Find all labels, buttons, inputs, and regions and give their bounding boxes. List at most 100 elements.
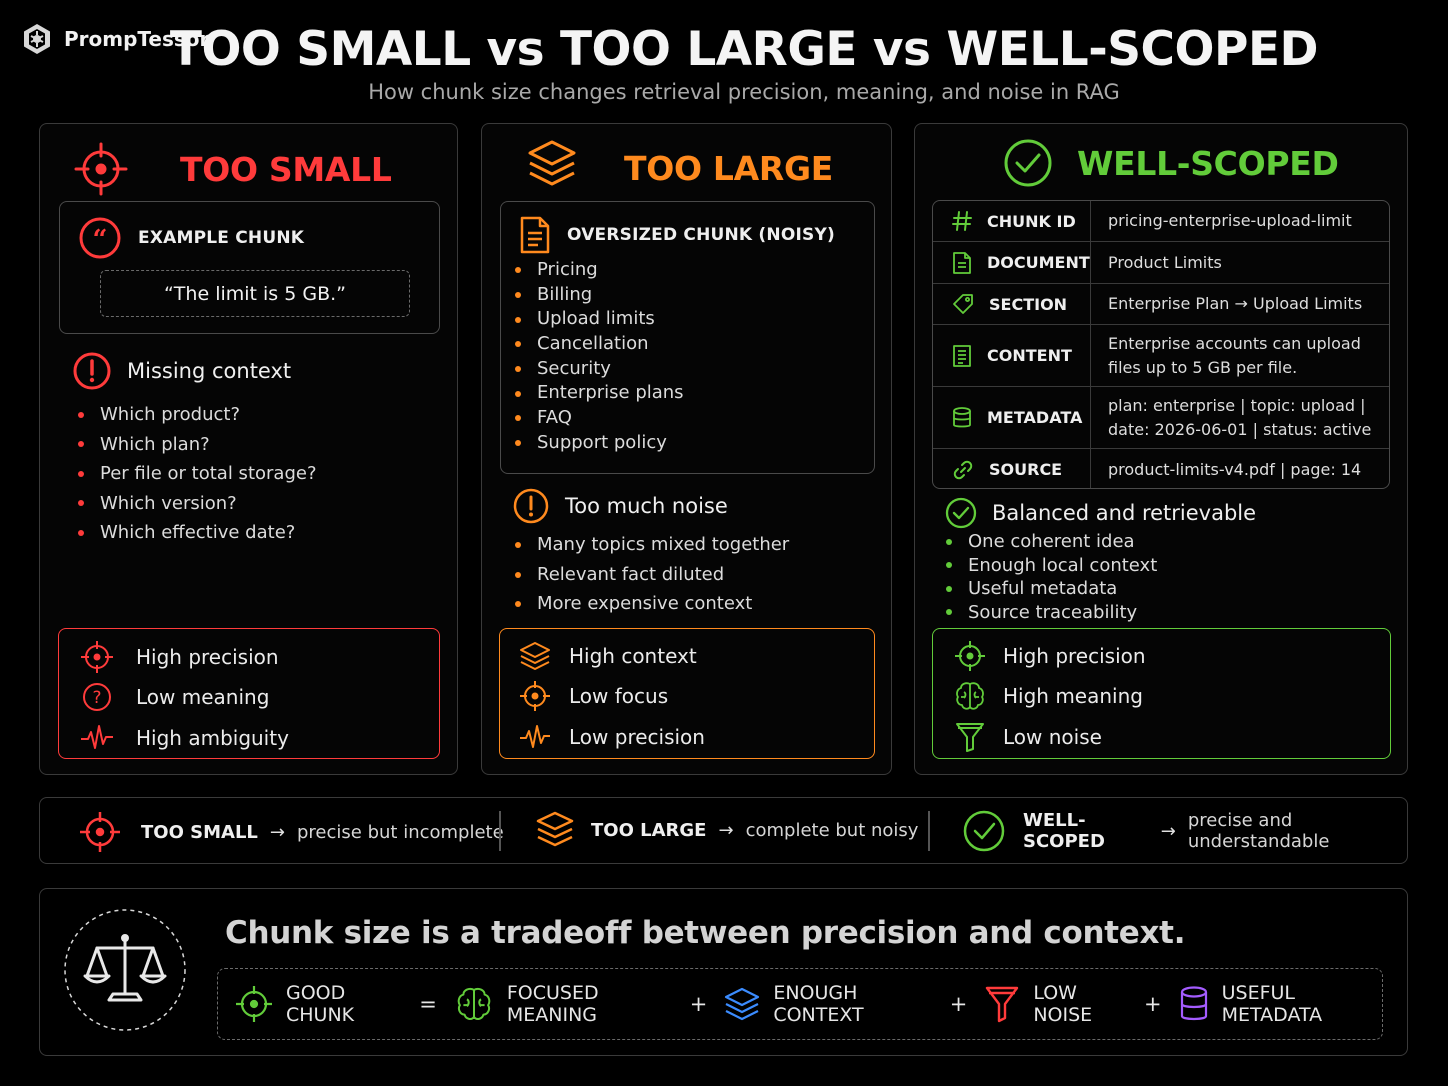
page-title: TOO SMALL vs TOO LARGE vs WELL-SCOPED [169, 22, 1319, 77]
example-chunk-label: EXAMPLE CHUNK [138, 228, 305, 248]
metric-row: High precision [953, 639, 1146, 673]
too-large-metrics: High context Low focus Low precision [499, 628, 875, 759]
metric-row: ? Low meaning [79, 679, 269, 715]
formula-enough-context: ENOUGH CONTEXT [723, 982, 933, 1026]
too-large-title: TOO LARGE [624, 148, 834, 188]
too-small-header: TOO SMALL [74, 142, 392, 196]
document-icon [519, 216, 551, 254]
layers-icon [526, 138, 578, 190]
svg-text:“: “ [93, 225, 108, 255]
noise-list: Many topics mixed together Relevant fact… [497, 530, 789, 619]
metric-row: High context [518, 639, 697, 673]
table-row: CONTENT Enterprise accounts can upload fi… [933, 325, 1389, 387]
balanced-title: Balanced and retrievable [992, 501, 1257, 525]
content-icon [951, 344, 973, 368]
well-scoped-header: WELL-SCOPED [1003, 138, 1339, 188]
list-item: Support policy [497, 431, 684, 456]
metric-row: Low precision [518, 720, 705, 754]
target-icon [79, 639, 115, 675]
topics-list: Pricing Billing Upload limits Cancellati… [497, 258, 684, 456]
divider [499, 811, 501, 851]
check-circle-icon [1003, 138, 1053, 188]
list-item: Source traceability [928, 601, 1157, 625]
list-item: Useful metadata [928, 577, 1157, 601]
list-item: Which version? [60, 489, 317, 519]
target-icon [78, 810, 122, 854]
hash-icon [951, 210, 973, 232]
good-chunk-formula: GOOD CHUNK = FOCUSED MEANING + ENOUGH CO… [217, 968, 1383, 1040]
well-scoped-title: WELL-SCOPED [1077, 143, 1339, 183]
funnel-icon [983, 984, 1021, 1024]
summary-too-small: TOO SMALL → precise but incomplete [78, 810, 504, 854]
summary-strip: TOO SMALL → precise but incomplete TOO L… [39, 797, 1408, 864]
chunk-metadata-table: CHUNK ID pricing-enterprise-upload-limit… [932, 200, 1390, 489]
table-row: CHUNK ID pricing-enterprise-upload-limit [933, 201, 1389, 242]
target-icon [234, 984, 274, 1024]
alert-icon [513, 488, 549, 524]
list-item: Many topics mixed together [497, 530, 789, 560]
list-item: Billing [497, 283, 684, 308]
list-item: Security [497, 357, 684, 382]
equals-sign: = [419, 992, 437, 1016]
database-icon [1178, 985, 1210, 1023]
list-item: Enough local context [928, 554, 1157, 578]
formula-focused-meaning: FOCUSED MEANING [453, 982, 674, 1026]
takeaway-panel: Chunk size is a tradeoff between precisi… [39, 888, 1408, 1056]
too-small-metrics: High precision ? Low meaning High ambigu… [58, 628, 440, 759]
layers-icon [723, 985, 761, 1023]
pulse-icon [79, 720, 115, 756]
scale-icon [63, 908, 187, 1032]
too-much-noise-heading: Too much noise [513, 488, 728, 524]
missing-context-list: Which product? Which plan? Per file or t… [60, 400, 317, 548]
link-icon [951, 458, 975, 482]
example-chunk-box: “ EXAMPLE CHUNK “The limit is 5 GB.” [59, 201, 440, 334]
layers-icon [518, 639, 552, 673]
oversized-chunk-box: OVERSIZED CHUNK (NOISY) Pricing Billing … [500, 201, 875, 474]
check-circle-icon [962, 809, 1006, 853]
list-item: More expensive context [497, 589, 789, 619]
missing-context-title: Missing context [127, 359, 292, 383]
plus-sign: + [1144, 992, 1162, 1016]
well-scoped-panel: WELL-SCOPED CHUNK ID pricing-enterprise-… [914, 123, 1408, 775]
divider [928, 811, 930, 851]
brain-icon [953, 679, 987, 713]
target-icon [518, 679, 552, 713]
summary-too-large: TOO LARGE → complete but noisy [534, 809, 918, 851]
database-icon [951, 406, 973, 430]
formula-good-chunk: GOOD CHUNK [234, 982, 403, 1026]
quote-icon: “ [78, 216, 122, 260]
takeaway-tagline: Chunk size is a tradeoff between precisi… [225, 915, 1186, 951]
funnel-icon [953, 720, 987, 754]
missing-context-heading: Missing context [73, 352, 291, 390]
table-row: DOCUMENT Product Limits [933, 242, 1389, 284]
brand-name: PrompTessor [64, 27, 210, 51]
tag-icon [951, 292, 975, 316]
formula-low-noise: LOW NOISE [983, 982, 1128, 1026]
list-item: Pricing [497, 258, 684, 283]
balanced-heading: Balanced and retrievable [945, 497, 1256, 529]
brand: PrompTessor [20, 22, 209, 56]
list-item: FAQ [497, 406, 684, 431]
metric-row: Low noise [953, 720, 1102, 754]
list-item: Enterprise plans [497, 381, 684, 406]
list-item: Relevant fact diluted [497, 560, 789, 590]
metric-row: High ambiguity [79, 720, 289, 756]
metric-row: High meaning [953, 679, 1143, 713]
target-icon [953, 639, 987, 673]
list-item: Which product? [60, 400, 317, 430]
list-item: One coherent idea [928, 530, 1157, 554]
list-item: Upload limits [497, 307, 684, 332]
document-icon [951, 251, 973, 275]
target-icon [74, 142, 128, 196]
oversized-chunk-label: OVERSIZED CHUNK (NOISY) [567, 225, 835, 245]
plus-sign: + [689, 992, 708, 1016]
balanced-list: One coherent idea Enough local context U… [928, 530, 1157, 624]
list-item: Which effective date? [60, 518, 317, 548]
plus-sign: + [949, 992, 968, 1016]
too-small-panel: TOO SMALL “ EXAMPLE CHUNK “The limit is … [39, 123, 458, 775]
list-item: Cancellation [497, 332, 684, 357]
metric-row: Low focus [518, 679, 668, 713]
summary-well-scoped: WELL-SCOPED → precise and understandable [962, 809, 1407, 853]
table-row: METADATA plan: enterprise | topic: uploa… [933, 387, 1389, 449]
pulse-icon [518, 720, 552, 754]
